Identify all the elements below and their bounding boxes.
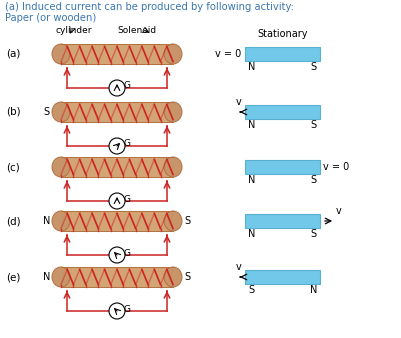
Bar: [61, 102, 172, 122]
Text: G: G: [124, 140, 131, 148]
Text: G: G: [124, 248, 131, 258]
Text: N: N: [309, 285, 316, 295]
Bar: [244, 270, 319, 284]
Bar: [61, 44, 172, 64]
Ellipse shape: [52, 102, 70, 122]
Ellipse shape: [52, 157, 70, 177]
Ellipse shape: [164, 157, 182, 177]
Bar: [61, 267, 172, 287]
Text: N: N: [247, 62, 255, 72]
Text: (a): (a): [6, 49, 20, 59]
Circle shape: [109, 138, 125, 154]
Text: N: N: [247, 120, 255, 130]
Bar: [244, 160, 319, 174]
Text: S: S: [310, 175, 316, 185]
Bar: [61, 211, 172, 231]
Text: v: v: [335, 206, 341, 216]
Text: v: v: [235, 262, 241, 272]
Text: Solenoid: Solenoid: [117, 26, 156, 35]
Text: S: S: [310, 120, 316, 130]
Text: Paper (or wooden): Paper (or wooden): [5, 13, 96, 23]
Text: N: N: [43, 272, 50, 282]
Ellipse shape: [164, 211, 182, 231]
Text: G: G: [124, 305, 131, 314]
Text: S: S: [310, 62, 316, 72]
Text: v: v: [235, 97, 241, 107]
Bar: [244, 105, 319, 119]
Bar: [61, 157, 172, 177]
Text: S: S: [247, 285, 253, 295]
Ellipse shape: [164, 44, 182, 64]
Text: S: S: [184, 272, 190, 282]
Ellipse shape: [52, 44, 70, 64]
Text: N: N: [247, 175, 255, 185]
Bar: [244, 47, 319, 61]
Ellipse shape: [52, 211, 70, 231]
Text: v = 0: v = 0: [214, 49, 241, 59]
Text: G: G: [124, 81, 131, 91]
Text: N: N: [247, 229, 255, 239]
Text: (c): (c): [6, 162, 20, 172]
Circle shape: [109, 303, 125, 319]
Ellipse shape: [164, 102, 182, 122]
Text: (e): (e): [6, 272, 20, 282]
Bar: [244, 214, 319, 228]
Text: S: S: [44, 107, 50, 117]
Circle shape: [109, 193, 125, 209]
Circle shape: [109, 80, 125, 96]
Ellipse shape: [164, 267, 182, 287]
Text: v = 0: v = 0: [322, 162, 348, 172]
Text: S: S: [310, 229, 316, 239]
Ellipse shape: [52, 267, 70, 287]
Text: (a) Induced current can be produced by following activity:: (a) Induced current can be produced by f…: [5, 2, 293, 12]
Text: Stationary: Stationary: [257, 29, 307, 39]
Circle shape: [109, 247, 125, 263]
Text: cylinder: cylinder: [56, 26, 92, 35]
Text: N: N: [43, 216, 50, 226]
Text: G: G: [124, 194, 131, 203]
Text: S: S: [184, 216, 190, 226]
Text: (d): (d): [6, 216, 20, 226]
Text: (b): (b): [6, 107, 20, 117]
